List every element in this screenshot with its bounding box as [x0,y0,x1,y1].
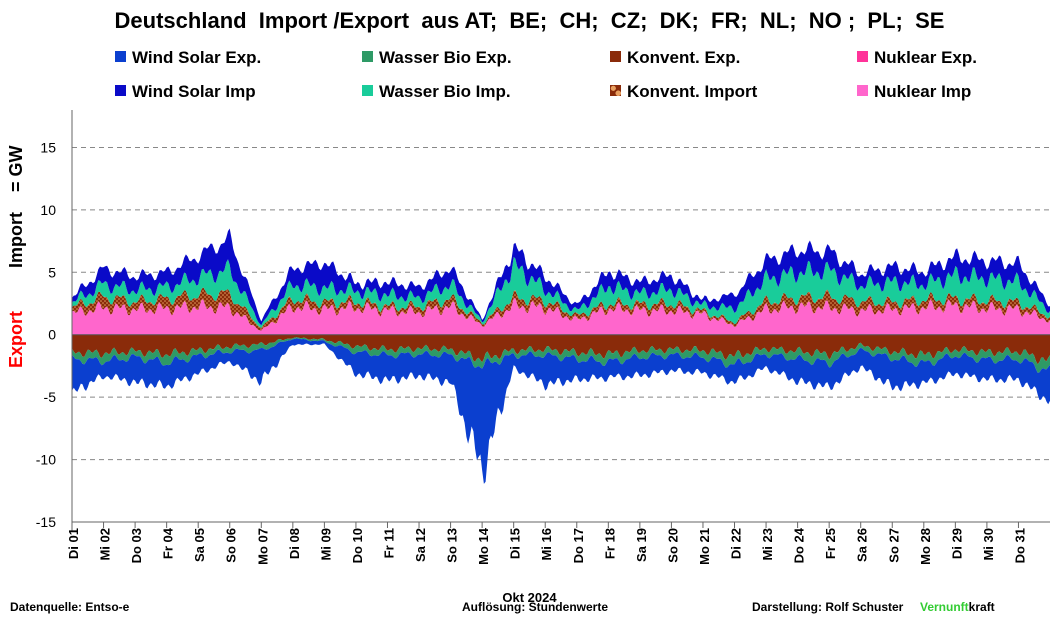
x-tick-label: Do 17 [571,528,586,563]
x-tick-label: Fr 11 [381,528,396,558]
x-tick-label: Sa 26 [855,528,870,562]
legend-label: Wasser Bio Imp. [379,82,511,101]
y-tick-label: -15 [36,514,56,530]
legend-label: Konvent. Import [627,82,758,101]
footer-source: Datenquelle: Entso-e [10,600,130,614]
legend-swatch [857,85,868,97]
legend-label: Nuklear Imp [874,82,972,101]
legend-swatch [115,51,126,63]
x-tick-label: Fr 18 [602,528,617,559]
legend-swatch [610,85,621,97]
x-tick-label: Di 15 [508,528,523,559]
brand-kraft: kraft [968,600,995,614]
legend-item: Wind Solar Exp. [115,48,261,68]
y-tick-label: 10 [40,202,56,218]
brand-vernunft: Vernunft [920,600,969,614]
x-tick-label: So 06 [224,528,239,563]
legend-item: Wasser Bio Imp. [362,82,511,102]
x-tick-label: Mi 16 [539,528,554,561]
x-tick-label: Sa 05 [192,528,207,562]
x-tick-label: Mi 02 [98,528,113,561]
import-area-wind-solar-imp [72,228,1050,326]
export-area-wind-solar-exp- [72,338,1050,484]
import-area-nuklear-imp [72,298,1050,335]
import-area-wasser-bio-imp- [72,256,1050,328]
legend-item: Konvent. Import [610,82,757,102]
x-tick-label: Mi 09 [318,528,333,561]
y-tick-label: -10 [36,452,56,468]
legend-label: Wind Solar Imp [132,82,256,101]
y-tick-label: -5 [44,389,57,405]
legend-label: Konvent. Exp. [627,48,741,67]
legend-item: Wasser Bio Exp. [362,48,512,68]
x-tick-label: Do 24 [792,527,807,563]
legend-swatch [362,85,373,97]
y-tick-label: 15 [40,139,56,155]
y-axis-label-import: Import = GW [6,145,26,268]
x-tick-label: Di 29 [949,528,964,559]
x-tick-label: Mo 28 [918,528,933,565]
legend-swatch [115,85,126,97]
y-tick-label: 0 [48,327,56,343]
x-tick-label: Fr 04 [161,527,176,559]
y-tick-label: 5 [48,264,56,280]
legend-label: Wind Solar Exp. [132,48,262,67]
footer-brand: Vernunftkraft [920,600,995,614]
x-tick-label: Do 31 [1012,528,1027,563]
x-tick-label: Sa 12 [413,528,428,562]
x-tick-label: Fr 25 [823,528,838,559]
x-tick-label: Di 01 [66,528,81,559]
import-area-konvent-import [72,287,1050,331]
x-tick-label: So 27 [886,528,901,563]
x-tick-label: Mi 30 [981,528,996,561]
legend-swatch [362,51,373,63]
legend-swatch [610,51,621,63]
x-tick-label: Mo 14 [476,527,491,565]
x-tick-label: Mi 23 [760,528,775,561]
x-tick-label: Mo 07 [255,528,270,565]
x-tick-label: Do 10 [350,528,365,563]
x-tick-label: Mo 21 [697,528,712,565]
x-tick-label: Sa 19 [634,528,649,562]
x-tick-label: Do 03 [129,528,144,563]
x-tick-label: Di 22 [729,528,744,559]
chart-title: Deutschland Import /Export aus AT; BE; C… [114,8,945,33]
x-axis-label: Okt 2024 [502,590,557,605]
legend-item: Nuklear Exp. [857,48,977,68]
legend-item: Nuklear Imp [857,82,971,102]
legend-swatch [857,51,868,63]
x-tick-label: Di 08 [287,528,302,559]
legend-item: Konvent. Exp. [610,48,740,68]
x-tick-label: So 20 [665,528,680,563]
footer-author: Darstellung: Rolf Schuster [752,600,904,614]
y-axis-label-export: Export [6,310,26,368]
legend-label: Nuklear Exp. [874,48,977,67]
footer-resolution: Auflösung: Stundenwerte [462,600,608,614]
legend-label: Wasser Bio Exp. [379,48,512,67]
x-tick-label: So 13 [445,528,460,563]
export-area-konvent-exp- [72,334,1050,365]
legend-item: Wind Solar Imp [115,82,256,102]
